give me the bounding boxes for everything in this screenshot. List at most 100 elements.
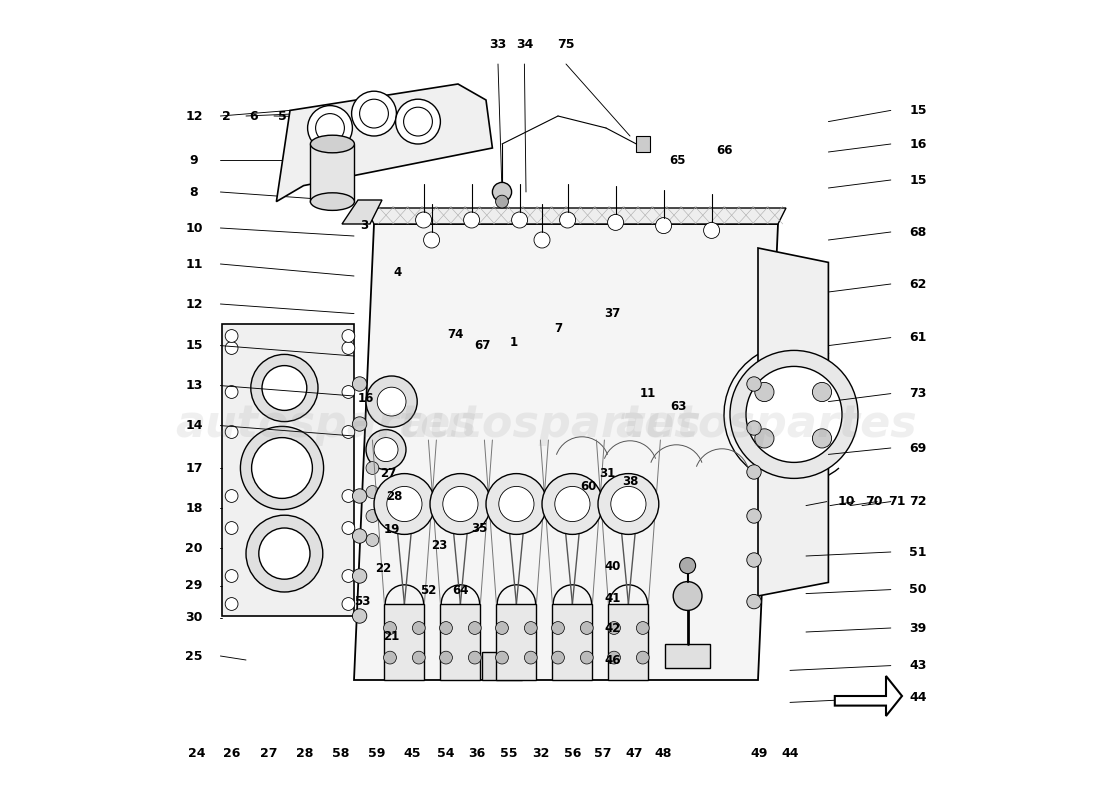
Circle shape [673,582,702,610]
Text: 27: 27 [381,467,396,480]
Text: 40: 40 [604,560,620,573]
Text: 65: 65 [670,154,686,166]
Ellipse shape [310,193,354,210]
Text: 16: 16 [358,392,374,405]
Text: 38: 38 [621,475,638,488]
Text: 64: 64 [452,584,469,597]
Circle shape [226,490,238,502]
Polygon shape [222,324,354,616]
Circle shape [387,486,422,522]
Text: autospartes: autospartes [615,402,917,446]
Text: 22: 22 [375,562,392,574]
Polygon shape [758,248,828,596]
Circle shape [469,622,481,634]
Circle shape [747,421,761,435]
Circle shape [746,366,842,462]
Circle shape [534,232,550,248]
Circle shape [416,212,431,228]
Circle shape [342,330,355,342]
Text: 71: 71 [888,495,905,508]
Text: 55: 55 [499,747,517,760]
Polygon shape [276,84,493,202]
Text: 47: 47 [625,747,642,760]
Circle shape [342,522,355,534]
Text: 20: 20 [185,542,202,554]
Circle shape [551,651,564,664]
Circle shape [637,651,649,664]
Circle shape [747,377,761,391]
Text: 62: 62 [910,278,926,290]
Circle shape [396,99,440,144]
Text: 57: 57 [594,747,612,760]
Text: 32: 32 [531,747,549,760]
Circle shape [747,594,761,609]
Text: 70: 70 [866,495,882,508]
Text: 18: 18 [185,502,202,514]
Circle shape [360,99,388,128]
Text: 50: 50 [910,583,926,596]
Circle shape [241,426,323,510]
Text: autospartes: autospartes [175,402,477,446]
Circle shape [384,622,396,634]
Text: 52: 52 [420,584,437,597]
Text: 73: 73 [910,387,926,400]
Circle shape [747,465,761,479]
Circle shape [342,598,355,610]
Circle shape [747,509,761,523]
Polygon shape [608,604,648,680]
Circle shape [680,558,695,574]
Text: 61: 61 [910,331,926,344]
Circle shape [704,222,719,238]
Circle shape [469,651,481,664]
Circle shape [755,429,774,448]
Circle shape [366,376,417,427]
Circle shape [525,651,537,664]
Polygon shape [496,604,537,680]
Text: 31: 31 [600,467,616,480]
Polygon shape [384,604,425,680]
Circle shape [342,570,355,582]
Circle shape [342,426,355,438]
Circle shape [352,91,396,136]
Text: 66: 66 [716,144,733,157]
Text: 15: 15 [910,104,926,117]
Text: 67: 67 [474,339,491,352]
Text: 26: 26 [223,747,240,760]
Polygon shape [835,676,902,716]
Circle shape [430,474,491,534]
Circle shape [246,515,322,592]
Text: 11: 11 [639,387,656,400]
Text: 63: 63 [670,400,686,413]
Circle shape [598,474,659,534]
Circle shape [443,486,478,522]
Text: 46: 46 [604,654,620,666]
Text: 39: 39 [910,622,926,634]
Circle shape [525,622,537,634]
Polygon shape [354,224,778,680]
Text: 44: 44 [781,747,799,760]
Text: 28: 28 [386,490,403,502]
Text: 56: 56 [563,747,581,760]
Circle shape [551,622,564,634]
Circle shape [352,417,366,431]
Text: 29: 29 [185,579,202,592]
Circle shape [352,569,366,583]
Circle shape [440,651,452,664]
Circle shape [607,651,620,664]
Text: 12: 12 [185,298,202,310]
Text: 2: 2 [221,110,230,122]
Polygon shape [366,208,786,224]
Circle shape [554,486,590,522]
Text: 51: 51 [910,546,926,558]
Circle shape [542,474,603,534]
Circle shape [342,386,355,398]
Circle shape [226,342,238,354]
Circle shape [374,438,398,462]
Text: 68: 68 [910,226,926,238]
Circle shape [262,366,307,410]
Polygon shape [440,604,481,680]
Text: 19: 19 [384,523,399,536]
Circle shape [813,429,832,448]
Text: 6: 6 [250,110,258,122]
Circle shape [412,651,426,664]
